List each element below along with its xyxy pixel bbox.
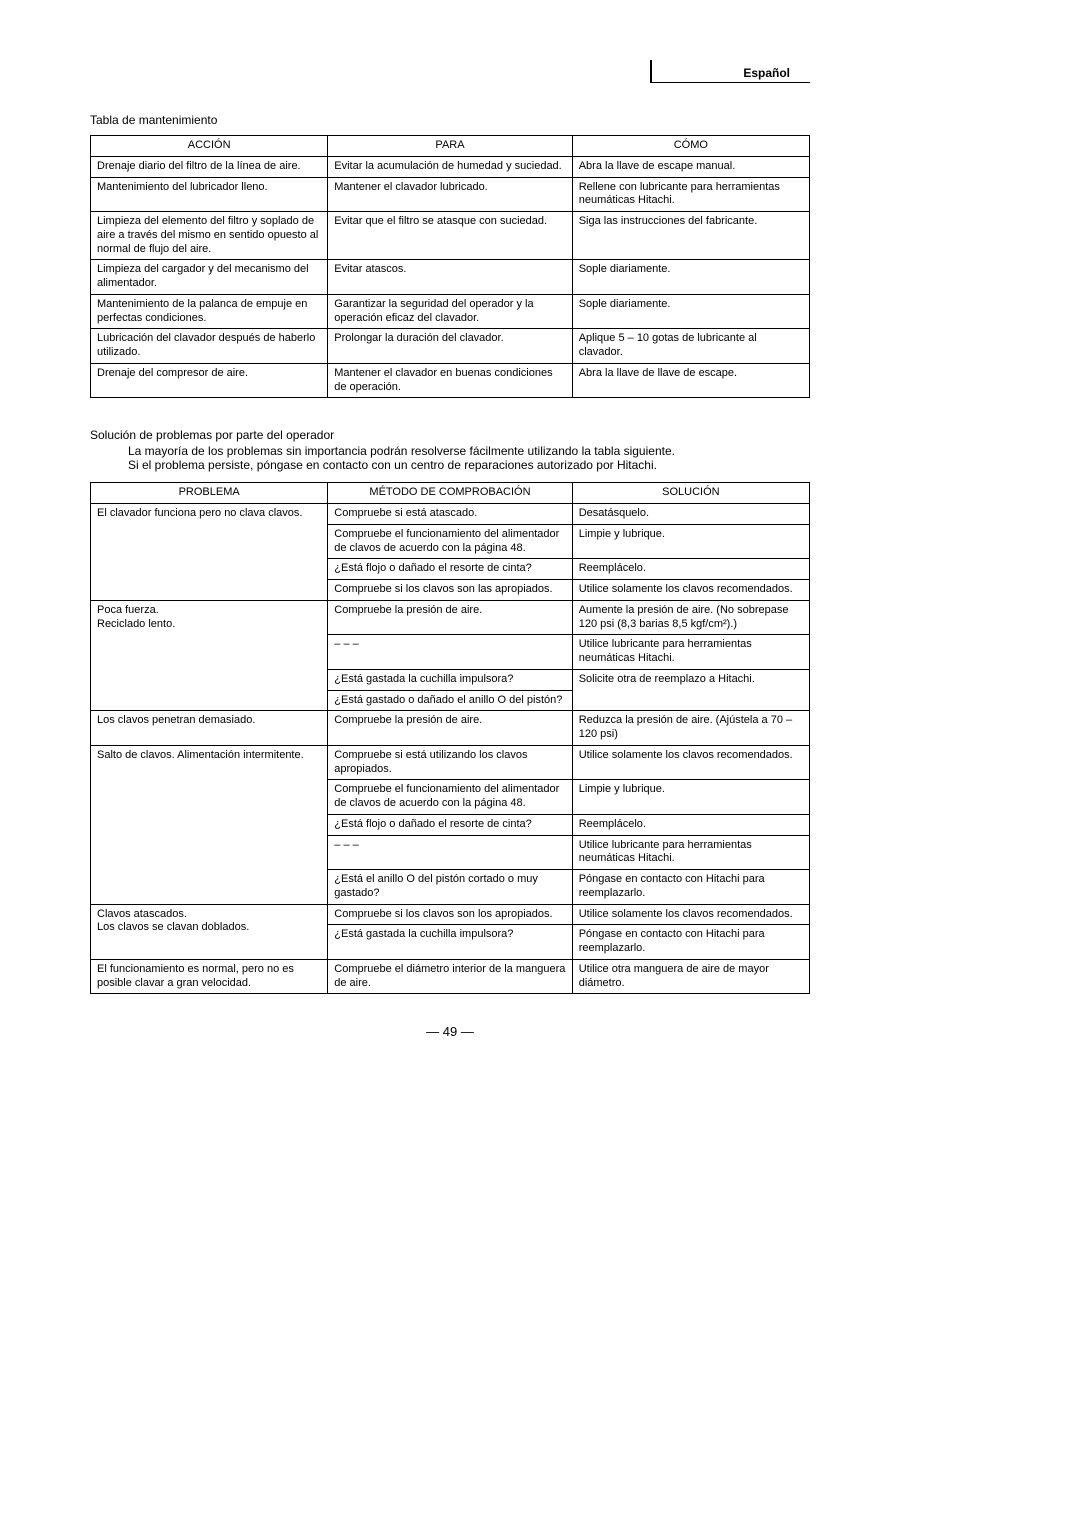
table-row: Poca fuerza. Reciclado lento. Compruebe …: [91, 600, 810, 635]
cell: Mantener el clavador en buenas condicion…: [328, 363, 572, 398]
table-row: Drenaje del compresor de aire.Mantener e…: [91, 363, 810, 398]
cell: Utilice lubricante para herramientas neu…: [572, 835, 809, 870]
language-header: Español: [90, 60, 810, 83]
maintenance-table: ACCIÓN PARA CÓMO Drenaje diario del filt…: [90, 135, 810, 398]
cell: Limpieza del elemento del filtro y sopla…: [91, 212, 328, 260]
cell: Lubricación del clavador después de habe…: [91, 329, 328, 364]
cell: Abra la llave de escape manual.: [572, 156, 809, 177]
cell: Drenaje del compresor de aire.: [91, 363, 328, 398]
table-row: Mantenimiento del lubricador lleno.Mante…: [91, 177, 810, 212]
language-label: Español: [650, 60, 810, 83]
table-row: Lubricación del clavador después de habe…: [91, 329, 810, 364]
cell: Los clavos penetran demasiado.: [91, 711, 328, 746]
cell: ¿Está gastada la cuchilla impulsora?: [328, 925, 572, 960]
cell: Garantizar la seguridad del operador y l…: [328, 294, 572, 329]
cell: Utilice solamente los clavos recomendado…: [572, 904, 809, 925]
cell: Mantener el clavador lubricado.: [328, 177, 572, 212]
cell: ¿Está el anillo O del pistón cortado o m…: [328, 870, 572, 905]
cell: Salto de clavos. Alimentación intermiten…: [91, 745, 328, 904]
cell: ¿Está gastada la cuchilla impulsora?: [328, 669, 572, 690]
cell: Aumente la presión de aire. (No sobrepas…: [572, 600, 809, 635]
col-header: ACCIÓN: [91, 136, 328, 157]
table-row: Los clavos penetran demasiado. Compruebe…: [91, 711, 810, 746]
cell: – – –: [328, 635, 572, 670]
cell: Mantenimiento del lubricador lleno.: [91, 177, 328, 212]
troubleshooting-table: PROBLEMA MÉTODO DE COMPROBACIÓN SOLUCIÓN…: [90, 482, 810, 994]
cell: ¿Está flojo o dañado el resorte de cinta…: [328, 559, 572, 580]
cell: Sople diariamente.: [572, 260, 809, 295]
cell: Compruebe el funcionamiento del alimenta…: [328, 780, 572, 815]
table2-intro: La mayoría de los problemas sin importan…: [128, 444, 810, 472]
cell: ¿Está gastado o dañado el anillo O del p…: [328, 690, 572, 711]
cell: El clavador funciona pero no clava clavo…: [91, 504, 328, 601]
cell: Compruebe el diámetro interior de la man…: [328, 959, 572, 994]
intro-line: La mayoría de los problemas sin importan…: [128, 444, 675, 458]
table1-title: Tabla de mantenimiento: [90, 113, 810, 127]
table-row: Limpieza del elemento del filtro y sopla…: [91, 212, 810, 260]
cell: Poca fuerza. Reciclado lento.: [91, 600, 328, 711]
col-header: PARA: [328, 136, 572, 157]
cell: Limpie y lubrique.: [572, 780, 809, 815]
cell: Reemplácelo.: [572, 814, 809, 835]
cell: Aplique 5 – 10 gotas de lubricante al cl…: [572, 329, 809, 364]
cell: Compruebe la presión de aire.: [328, 711, 572, 746]
cell: Utilice solamente los clavos recomendado…: [572, 745, 809, 780]
cell: Abra la llave de llave de escape.: [572, 363, 809, 398]
col-header: CÓMO: [572, 136, 809, 157]
table-header-row: ACCIÓN PARA CÓMO: [91, 136, 810, 157]
cell: Evitar la acumulación de humedad y sucie…: [328, 156, 572, 177]
table2-title: Solución de problemas por parte del oper…: [90, 428, 810, 442]
cell: Póngase en contacto con Hitachi para ree…: [572, 870, 809, 905]
table-row: Clavos atascados. Los clavos se clavan d…: [91, 904, 810, 925]
cell: Utilice solamente los clavos recomendado…: [572, 580, 809, 601]
cell: Limpie y lubrique.: [572, 524, 809, 559]
cell: Clavos atascados. Los clavos se clavan d…: [91, 904, 328, 959]
cell: Compruebe si los clavos son los apropiad…: [328, 904, 572, 925]
table-row: El funcionamiento es normal, pero no es …: [91, 959, 810, 994]
cell: Desatásquelo.: [572, 504, 809, 525]
cell: Drenaje diario del filtro de la línea de…: [91, 156, 328, 177]
cell: Compruebe el funcionamiento del alimenta…: [328, 524, 572, 559]
cell: Prolongar la duración del clavador.: [328, 329, 572, 364]
table-row: Drenaje diario del filtro de la línea de…: [91, 156, 810, 177]
cell: Siga las instrucciones del fabricante.: [572, 212, 809, 260]
cell: – – –: [328, 835, 572, 870]
cell: Sople diariamente.: [572, 294, 809, 329]
cell: Evitar atascos.: [328, 260, 572, 295]
cell: Limpieza del cargador y del mecanismo de…: [91, 260, 328, 295]
cell: Compruebe la presión de aire.: [328, 600, 572, 635]
cell: Solicite otra de reemplazo a Hitachi.: [572, 669, 809, 711]
cell: Reemplácelo.: [572, 559, 809, 580]
cell: ¿Está flojo o dañado el resorte de cinta…: [328, 814, 572, 835]
intro-line: Si el problema persiste, póngase en cont…: [128, 458, 657, 472]
cell: Mantenimiento de la palanca de empuje en…: [91, 294, 328, 329]
table-header-row: PROBLEMA MÉTODO DE COMPROBACIÓN SOLUCIÓN: [91, 483, 810, 504]
cell: Utilice lubricante para herramientas neu…: [572, 635, 809, 670]
table-row: Mantenimiento de la palanca de empuje en…: [91, 294, 810, 329]
cell: Rellene con lubricante para herramientas…: [572, 177, 809, 212]
table-row: Salto de clavos. Alimentación intermiten…: [91, 745, 810, 780]
cell: Compruebe si los clavos son las apropiad…: [328, 580, 572, 601]
cell: Compruebe si está utilizando los clavos …: [328, 745, 572, 780]
cell: Evitar que el filtro se atasque con suci…: [328, 212, 572, 260]
table-row: El clavador funciona pero no clava clavo…: [91, 504, 810, 525]
table-row: Limpieza del cargador y del mecanismo de…: [91, 260, 810, 295]
cell: El funcionamiento es normal, pero no es …: [91, 959, 328, 994]
col-header: MÉTODO DE COMPROBACIÓN: [328, 483, 572, 504]
cell: Reduzca la presión de aire. (Ajústela a …: [572, 711, 809, 746]
col-header: PROBLEMA: [91, 483, 328, 504]
cell: Utilice otra manguera de aire de mayor d…: [572, 959, 809, 994]
cell: Compruebe si está atascado.: [328, 504, 572, 525]
cell: Póngase en contacto con Hitachi para ree…: [572, 925, 809, 960]
page-number: — 49 —: [90, 1024, 810, 1039]
col-header: SOLUCIÓN: [572, 483, 809, 504]
